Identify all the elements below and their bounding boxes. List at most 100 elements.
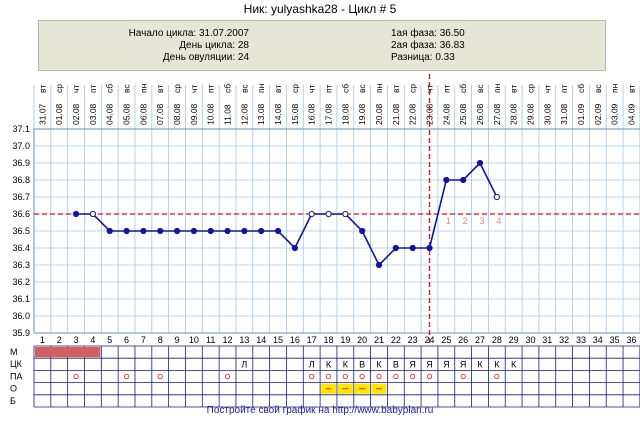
temperature-point (123, 227, 130, 235)
x-date-label: 31.07 (37, 103, 47, 125)
x-date-label: 22.08 (408, 103, 418, 125)
temperature-point (207, 227, 214, 235)
x-weekday-label: вс (475, 84, 485, 93)
x-date-label: 09.08 (189, 103, 199, 125)
x-weekday-label: ср (172, 84, 182, 93)
ck-mark: В (393, 360, 399, 370)
row-label-left: М (10, 347, 18, 357)
day-number-label: 25 (441, 335, 451, 345)
menstruation-bar (35, 347, 101, 358)
temperature-point (274, 227, 282, 235)
x-date-label: 16.08 (307, 103, 317, 125)
x-date-label: 26.08 (475, 103, 485, 125)
babyplan-link[interactable]: Постройте свой график на http://www.baby… (206, 405, 434, 416)
x-weekday-label: вт (509, 85, 519, 93)
ck-mark: Я (460, 360, 467, 370)
row-label-left: Б (10, 396, 16, 406)
temperature-point (460, 176, 467, 184)
day-number-label: 10 (189, 335, 199, 345)
y-tick-label-left: 36.5 (12, 226, 30, 236)
x-date-label: 27.08 (492, 103, 502, 125)
x-date-label: 31.08 (559, 103, 569, 125)
pa-mark (224, 373, 231, 380)
ck-mark: К (477, 360, 483, 370)
x-date-label: 29.08 (525, 103, 535, 125)
x-date-label: 06.08 (138, 103, 148, 125)
day-number-label: 27 (475, 335, 485, 345)
x-date-label: 28.08 (509, 103, 519, 125)
x-date-label: 12.08 (239, 103, 249, 125)
pa-mark (342, 373, 349, 380)
day-number-label: 9 (175, 335, 180, 345)
x-date-label: 19.08 (357, 103, 367, 125)
x-date-label: 17.08 (324, 103, 334, 125)
x-date-label: 30.08 (542, 103, 552, 125)
pa-mark (393, 373, 399, 380)
temperature-point (375, 261, 383, 269)
x-date-label: 08.08 (172, 103, 182, 125)
x-date-label: 02.08 (71, 103, 81, 125)
day-number-label: 19 (340, 335, 350, 345)
x-weekday-label: пт (324, 84, 334, 93)
temperature-point (157, 227, 164, 235)
temperature-point (224, 227, 231, 235)
day-number-label: 35 (610, 335, 620, 345)
day-number-label: 4 (90, 335, 95, 345)
day-number-label: 14 (256, 335, 266, 345)
post-ovulation-label: 4 (496, 216, 501, 226)
temperature-point (190, 227, 197, 235)
x-weekday-label: пт (441, 84, 451, 93)
post-ovulation-label: 3 (479, 216, 484, 226)
x-date-label: 10.08 (206, 103, 216, 125)
temperature-point (173, 227, 181, 235)
pa-mark (157, 373, 163, 380)
y-tick-label-left: 36.7 (12, 192, 30, 202)
cycle-start-text: Начало цикла: 31.07.2007 (128, 28, 249, 39)
ck-mark: Л (309, 360, 315, 370)
ck-mark: Я (409, 360, 416, 370)
x-weekday-label: пн (256, 83, 266, 93)
ck-mark: В (359, 360, 365, 370)
day-number-label: 24 (424, 335, 434, 345)
x-weekday-label: чт (189, 85, 199, 93)
x-weekday-label: чт (307, 85, 317, 93)
x-weekday-label: сб (223, 84, 233, 93)
temp-difference-text: Разница: 0.33 (391, 52, 455, 63)
x-weekday-label: чт (542, 85, 552, 93)
cycle-day-text: День цикла: 28 (179, 40, 249, 51)
x-date-label: 15.08 (290, 103, 300, 125)
y-tick-label-left: 35.9 (12, 328, 30, 338)
x-weekday-label: чт (425, 85, 435, 93)
x-weekday-label: ср (408, 84, 418, 93)
x-date-label: 01.09 (576, 103, 586, 125)
x-weekday-label: вт (155, 85, 165, 93)
x-weekday-label: вс (122, 84, 132, 93)
ovulation-day-text: День овуляции: 24 (162, 52, 249, 63)
post-ovulation-label: 1 (446, 216, 451, 226)
x-weekday-label: вс (593, 84, 603, 93)
day-number-label: 34 (593, 335, 603, 345)
x-weekday-label: чт (71, 85, 81, 93)
x-weekday-label: вт (37, 85, 47, 93)
x-weekday-label: сб (105, 84, 115, 93)
pa-mark (325, 373, 332, 380)
x-weekday-label: вт (391, 85, 401, 93)
pa-mark (460, 373, 466, 380)
temperature-point (106, 227, 113, 235)
pa-mark (73, 373, 79, 380)
x-weekday-label: ср (54, 84, 64, 93)
pa-mark (309, 373, 315, 380)
day-number-label: 7 (141, 335, 146, 345)
x-weekday-label: пн (492, 83, 502, 93)
temperature-point (493, 193, 500, 201)
temperature-point (140, 227, 147, 235)
day-number-label: 31 (542, 335, 552, 345)
x-weekday-label: ср (525, 84, 535, 93)
x-date-label: 20.08 (374, 103, 384, 125)
y-tick-label-left: 36.1 (12, 294, 30, 304)
y-tick-label-left: 36.0 (12, 311, 30, 321)
temperature-point (359, 227, 366, 235)
y-tick-label-left: 36.4 (12, 243, 30, 253)
x-weekday-label: пн (374, 83, 384, 93)
